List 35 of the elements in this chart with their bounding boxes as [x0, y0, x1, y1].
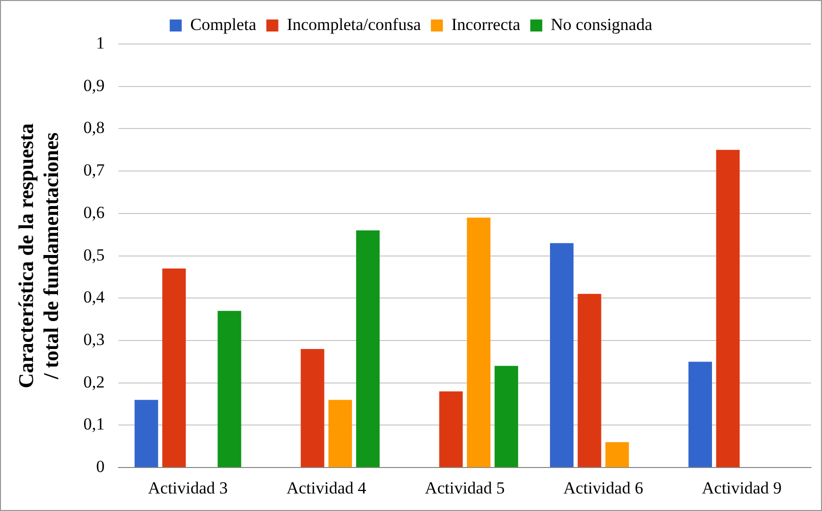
x-tick-label: Actividad 4: [286, 478, 367, 498]
legend-label: Completa: [190, 14, 257, 34]
bar: [550, 243, 574, 468]
y-tick-label: 0: [96, 457, 105, 476]
y-tick-label: 0,1: [83, 414, 105, 434]
bar: [300, 348, 324, 468]
y-tick-label: 0,9: [83, 76, 105, 95]
bar: [162, 268, 186, 468]
bar: [605, 442, 629, 468]
x-tick-label: Actividad 9: [702, 478, 782, 498]
y-tick-label: 0,2: [83, 372, 105, 392]
y-tick-label: 0,8: [83, 118, 105, 138]
bar: [688, 362, 712, 468]
y-tick-label: 0,7: [83, 160, 106, 180]
x-tick-label: Actividad 3: [148, 478, 228, 498]
bar: [494, 366, 518, 468]
legend-label: Incorrecta: [451, 14, 521, 34]
y-tick-label: 1: [96, 33, 105, 52]
y-axis-title: Característica de la respuesta / total de fundamentaciones: [14, 122, 64, 388]
y-tick-label: 0,5: [83, 245, 105, 264]
y-tick-label: 0,3: [83, 330, 105, 349]
y-tick-label: 0,4: [83, 288, 106, 307]
bar: [578, 294, 602, 468]
bar: [328, 400, 352, 468]
bar: [716, 150, 740, 468]
bar: [466, 218, 490, 468]
x-tick-label: Actividad 5: [424, 478, 505, 498]
bar: [439, 391, 463, 468]
x-tick-label: Actividad 6: [563, 478, 644, 498]
legend-label: No consignada: [550, 14, 653, 34]
y-tick-label: 0,6: [83, 202, 105, 222]
bar: [356, 230, 380, 468]
bar: [134, 400, 158, 468]
legend-label: Incompleta/confusa: [286, 14, 422, 34]
bar: [218, 310, 242, 468]
